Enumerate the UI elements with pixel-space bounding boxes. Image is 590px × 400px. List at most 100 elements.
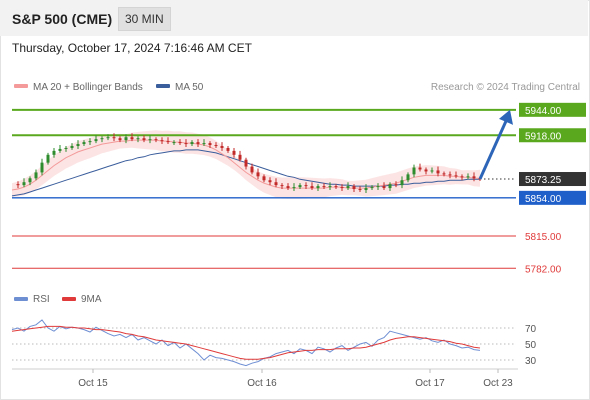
candle-body bbox=[142, 138, 146, 141]
candle-body bbox=[154, 139, 158, 141]
price-label-5918-00: 5918.00 bbox=[525, 131, 562, 142]
candle-body bbox=[46, 154, 50, 163]
rsi-panel: 70 50 30 bbox=[11, 319, 537, 367]
candle-body bbox=[88, 141, 92, 143]
candle-body bbox=[358, 189, 362, 191]
candle-body bbox=[148, 139, 152, 141]
candle-body bbox=[70, 146, 74, 148]
candle-body bbox=[100, 138, 104, 140]
price-label-box-5944-00 bbox=[519, 102, 586, 117]
candle-body bbox=[424, 169, 428, 172]
candle-body bbox=[310, 186, 314, 189]
header-bar: S&P 500 (CME) 30 MIN bbox=[0, 0, 588, 36]
candle-body bbox=[202, 143, 206, 145]
x-tick-label: Oct 16 bbox=[247, 378, 277, 389]
legend-rsi-label: RSI bbox=[33, 294, 50, 305]
candle-body bbox=[238, 154, 242, 160]
candle-body bbox=[376, 186, 380, 188]
candle-body bbox=[166, 141, 170, 143]
candle-body bbox=[214, 145, 218, 147]
candle-body bbox=[160, 140, 164, 142]
candle-body bbox=[112, 137, 116, 139]
price-label-box-5873-25 bbox=[519, 172, 586, 187]
candle-body bbox=[208, 143, 212, 146]
timestamp: Thursday, October 17, 2024 7:16:46 AM CE… bbox=[12, 41, 252, 55]
candle-body bbox=[460, 176, 464, 178]
candle-body bbox=[292, 187, 296, 189]
candle-body bbox=[382, 186, 386, 189]
candle-body bbox=[130, 137, 134, 140]
legend-ma50-label: MA 50 bbox=[175, 82, 204, 93]
candle-body bbox=[448, 174, 452, 176]
legend-rsi-swatch bbox=[14, 297, 28, 301]
interval-badge[interactable]: 30 MIN bbox=[118, 7, 171, 31]
candle-body bbox=[34, 172, 38, 179]
rsi-tick-70: 70 bbox=[525, 324, 537, 335]
candle-body bbox=[136, 138, 140, 140]
candle-body bbox=[340, 187, 344, 189]
candle-body bbox=[406, 174, 410, 181]
candle-body bbox=[430, 170, 434, 172]
candle-body bbox=[364, 188, 368, 191]
rsi-series-rsi bbox=[11, 319, 481, 367]
candle-body bbox=[328, 186, 332, 188]
x-tick-label: Oct 17 bbox=[415, 378, 445, 389]
price-label-box-5918-00 bbox=[519, 128, 586, 143]
candle-body bbox=[220, 146, 224, 148]
candle-body bbox=[64, 147, 68, 149]
x-tick-label: Oct 15 bbox=[78, 378, 108, 389]
price-label-5815-00: 5815.00 bbox=[525, 232, 562, 243]
candle-body bbox=[52, 150, 56, 155]
candle-body bbox=[346, 186, 350, 189]
legend-ma20-label: MA 20 + Bollinger Bands bbox=[33, 82, 143, 93]
candle-body bbox=[256, 172, 260, 177]
price-label-5873-25: 5873.25 bbox=[525, 175, 562, 186]
instrument-title: S&P 500 (CME) bbox=[12, 11, 113, 27]
candle-body bbox=[76, 144, 80, 147]
candle-body bbox=[370, 187, 374, 189]
candle-body bbox=[400, 180, 404, 186]
price-label-box-5854-00 bbox=[519, 190, 586, 205]
candle-body bbox=[442, 173, 446, 175]
candle-body bbox=[394, 184, 398, 186]
candle-body bbox=[178, 142, 182, 144]
candle-body bbox=[454, 175, 458, 177]
candle-body bbox=[316, 186, 320, 189]
candle-body bbox=[22, 182, 26, 186]
rsi-series-9ma bbox=[11, 325, 481, 360]
candle-body bbox=[280, 185, 284, 187]
credit-text: Research © 2024 Trading Central bbox=[431, 82, 580, 93]
candle-body bbox=[58, 148, 62, 151]
candle-body bbox=[190, 142, 194, 145]
x-axis: Oct 15 Oct 16 Oct 17 Oct 23 bbox=[78, 369, 513, 389]
legend-ma20-swatch bbox=[14, 84, 28, 88]
candle-body bbox=[232, 150, 236, 155]
price-label-5782-00: 5782.00 bbox=[525, 264, 562, 275]
candle-body bbox=[94, 139, 98, 142]
forecast-arrow-shaft bbox=[478, 118, 509, 180]
candle-body bbox=[226, 147, 230, 151]
candle-body bbox=[298, 185, 302, 188]
candle-body bbox=[82, 142, 86, 145]
candle-body bbox=[184, 143, 188, 145]
candle-body bbox=[268, 180, 272, 183]
bollinger-band-area bbox=[12, 130, 480, 199]
legend-ma50-swatch bbox=[156, 84, 170, 88]
candle-body bbox=[172, 142, 176, 144]
candle-body bbox=[196, 142, 200, 145]
candle-body bbox=[244, 159, 248, 167]
candle-body bbox=[412, 167, 416, 175]
candle-body bbox=[334, 186, 338, 188]
candle-body bbox=[388, 184, 392, 189]
candle-body bbox=[40, 162, 44, 173]
rsi-tick-50: 50 bbox=[525, 340, 537, 351]
candle-body bbox=[352, 186, 356, 190]
candle-body bbox=[304, 185, 308, 187]
candle-body bbox=[118, 138, 122, 141]
candle-body bbox=[286, 186, 290, 189]
price-label-5944-00: 5944.00 bbox=[525, 106, 562, 117]
candle-body bbox=[106, 137, 110, 139]
candle-body bbox=[322, 186, 326, 188]
